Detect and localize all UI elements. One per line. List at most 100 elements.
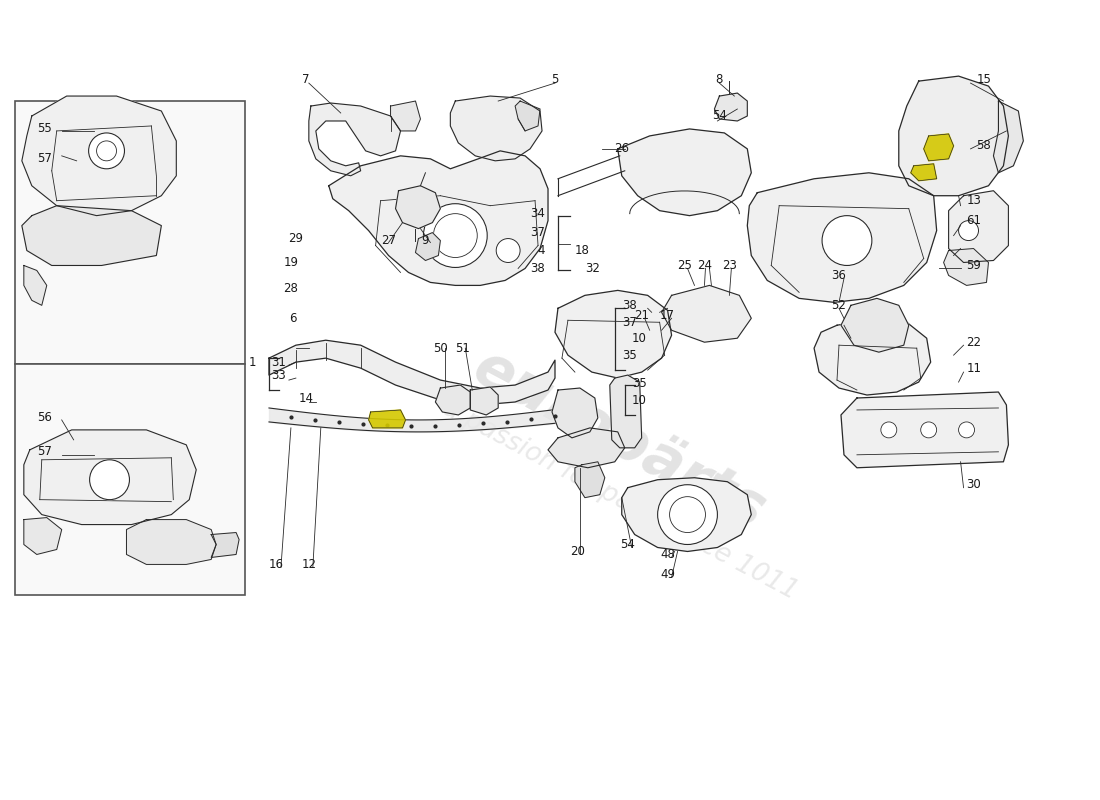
- Text: europärts: europärts: [464, 339, 776, 541]
- Polygon shape: [556, 290, 672, 378]
- Text: 36: 36: [832, 269, 846, 282]
- Polygon shape: [126, 519, 217, 565]
- Text: 5: 5: [551, 73, 559, 86]
- Polygon shape: [621, 478, 751, 551]
- Text: 29: 29: [288, 232, 304, 245]
- Polygon shape: [842, 298, 909, 352]
- Polygon shape: [390, 101, 420, 131]
- Text: 11: 11: [967, 362, 981, 374]
- Text: 34: 34: [530, 207, 544, 220]
- Text: 30: 30: [967, 478, 981, 491]
- Text: 15: 15: [977, 73, 991, 86]
- Text: 59: 59: [967, 259, 981, 272]
- Polygon shape: [661, 286, 751, 342]
- Text: 54: 54: [712, 110, 727, 122]
- Text: 27: 27: [381, 234, 396, 247]
- Text: 56: 56: [37, 411, 52, 425]
- Polygon shape: [368, 410, 406, 428]
- Polygon shape: [396, 186, 440, 229]
- Circle shape: [958, 422, 975, 438]
- Polygon shape: [416, 233, 440, 261]
- Polygon shape: [899, 76, 1009, 196]
- Polygon shape: [22, 96, 176, 216]
- Text: 1: 1: [249, 356, 256, 369]
- Polygon shape: [270, 340, 556, 405]
- Polygon shape: [944, 249, 989, 286]
- Polygon shape: [211, 533, 239, 558]
- Polygon shape: [714, 93, 747, 121]
- Polygon shape: [22, 206, 162, 266]
- Polygon shape: [309, 103, 400, 176]
- Text: 49: 49: [660, 568, 675, 581]
- Text: 18: 18: [575, 244, 590, 257]
- Polygon shape: [993, 101, 1023, 173]
- Polygon shape: [24, 518, 62, 554]
- Text: 31: 31: [272, 356, 286, 369]
- Text: 52: 52: [832, 299, 846, 312]
- Polygon shape: [948, 190, 1009, 262]
- Text: 54: 54: [620, 538, 635, 551]
- Text: 25: 25: [678, 259, 692, 272]
- Circle shape: [496, 238, 520, 262]
- Text: 6: 6: [289, 312, 297, 325]
- Circle shape: [89, 133, 124, 169]
- Polygon shape: [548, 428, 625, 468]
- Text: 19: 19: [284, 256, 298, 269]
- Text: 10: 10: [631, 394, 647, 406]
- Text: 50: 50: [433, 342, 448, 354]
- Text: 48: 48: [660, 548, 675, 561]
- Text: 26: 26: [614, 142, 629, 155]
- Text: 57: 57: [37, 446, 52, 458]
- Polygon shape: [552, 388, 597, 438]
- Text: 51: 51: [455, 342, 470, 354]
- Polygon shape: [618, 129, 751, 216]
- Text: 55: 55: [37, 122, 52, 135]
- Circle shape: [921, 422, 937, 438]
- Polygon shape: [329, 151, 548, 286]
- Text: 16: 16: [268, 558, 284, 571]
- Text: 22: 22: [967, 336, 981, 349]
- Text: 10: 10: [631, 332, 647, 345]
- Polygon shape: [450, 96, 542, 161]
- Text: 58: 58: [977, 139, 991, 152]
- Text: 8: 8: [716, 73, 723, 86]
- Polygon shape: [436, 385, 471, 415]
- Text: 28: 28: [284, 282, 298, 295]
- Polygon shape: [515, 101, 540, 131]
- Circle shape: [881, 422, 896, 438]
- Polygon shape: [24, 266, 47, 306]
- Text: 12: 12: [301, 558, 317, 571]
- Circle shape: [424, 204, 487, 267]
- Polygon shape: [575, 462, 605, 498]
- Bar: [15, 364, 245, 595]
- Circle shape: [89, 460, 130, 500]
- Text: 9: 9: [421, 234, 429, 247]
- Text: 21: 21: [635, 309, 649, 322]
- Text: 20: 20: [571, 545, 585, 558]
- Text: 38: 38: [621, 299, 637, 312]
- Text: 38: 38: [530, 262, 544, 275]
- Polygon shape: [747, 173, 937, 302]
- Text: 57: 57: [37, 152, 52, 166]
- Text: 24: 24: [697, 259, 712, 272]
- Text: 35: 35: [621, 349, 637, 362]
- Polygon shape: [924, 134, 954, 161]
- Text: 61: 61: [967, 214, 981, 227]
- Polygon shape: [24, 430, 196, 525]
- Text: 23: 23: [722, 259, 737, 272]
- Text: 17: 17: [660, 309, 675, 322]
- Text: 37: 37: [530, 226, 544, 239]
- Polygon shape: [911, 164, 937, 181]
- Polygon shape: [471, 387, 498, 415]
- Circle shape: [658, 485, 717, 545]
- Text: 4: 4: [538, 244, 544, 257]
- Polygon shape: [814, 318, 931, 395]
- Text: a passion for parts since 1011: a passion for parts since 1011: [438, 394, 802, 605]
- Text: 13: 13: [967, 194, 981, 207]
- Text: 32: 32: [585, 262, 600, 275]
- Text: 14: 14: [298, 391, 314, 405]
- Circle shape: [958, 221, 979, 241]
- Text: 7: 7: [302, 73, 309, 86]
- Text: 35: 35: [631, 377, 647, 390]
- Bar: [15, 101, 245, 364]
